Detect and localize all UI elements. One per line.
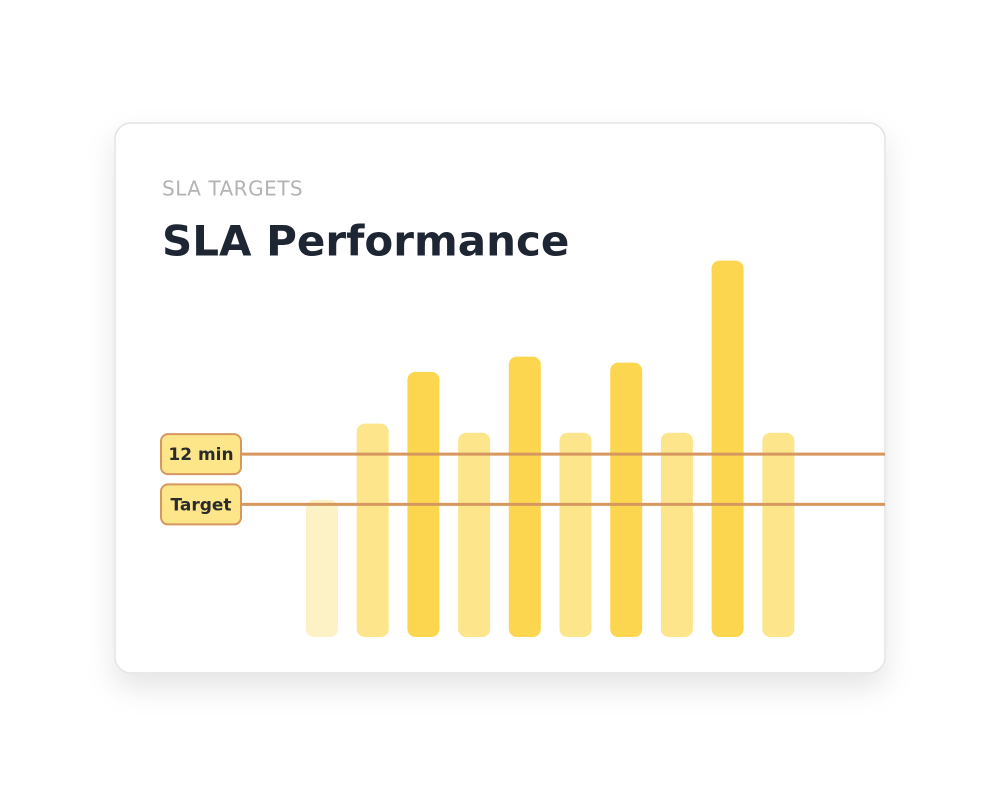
bar	[610, 362, 643, 637]
bar	[559, 432, 592, 637]
bar	[458, 432, 491, 637]
reference-badge	[160, 433, 242, 476]
card-title: SLA Performance	[162, 217, 569, 266]
plot	[242, 260, 885, 637]
bar	[711, 260, 744, 637]
bar	[660, 432, 693, 637]
reference-label: 12 min	[168, 445, 233, 465]
bar	[508, 356, 541, 637]
bar	[356, 423, 389, 637]
card-subtitle: SLA TARGETS	[162, 177, 303, 201]
reference-badge	[160, 483, 242, 526]
reference-label: Target	[170, 495, 231, 515]
bar	[762, 432, 795, 637]
bar	[306, 499, 338, 637]
